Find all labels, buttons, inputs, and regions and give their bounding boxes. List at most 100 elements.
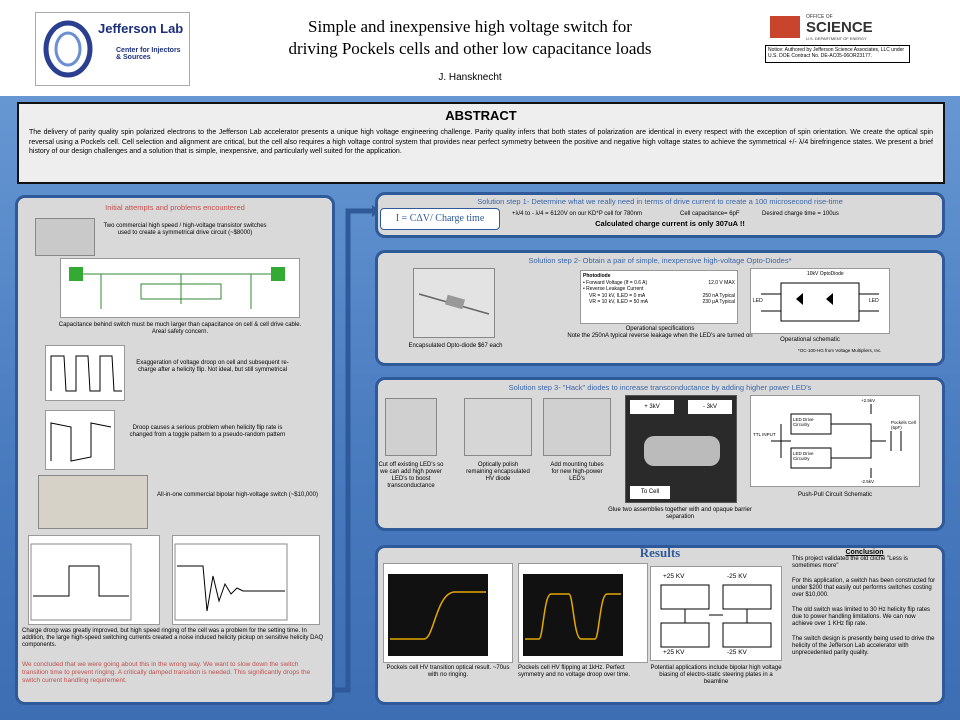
caption: Push-Pull Circuit Schematic — [797, 492, 873, 498]
schematic-drawing — [761, 282, 879, 322]
spec-row: VR = 10 kV, ILED = 50 mA 230 μA Typical — [583, 299, 735, 306]
caption: Pockels cell HV transition optical resul… — [386, 665, 510, 678]
step3-heading: Solution step 3- "Hack" diodes to increa… — [508, 383, 812, 392]
spec-cell: VR = 10 kV, ILED = 0 mA — [589, 292, 646, 299]
spec-cell: 250 nA Typical — [702, 292, 735, 299]
title: Simple and inexpensive high voltage swit… — [230, 16, 710, 60]
schematic-drawing — [771, 404, 902, 478]
diagram-label: +25 KV — [663, 573, 685, 580]
diode-photo — [543, 398, 611, 456]
schematic-label: +2.5kV — [861, 398, 876, 403]
pushpull-schematic: +2.5kV -2.5kV TTL INPUT LED Drive Circui… — [750, 395, 920, 487]
conclusion-text: The switch design is presently being use… — [792, 636, 935, 656]
diagram-label: +25 KV — [663, 649, 685, 656]
abstract-text: The delivery of parity quality spin pola… — [29, 129, 933, 155]
initial-conclusion: We concluded that we were going about th… — [22, 661, 311, 684]
assembly-photo: + 3kV - 3kV To Cell — [625, 395, 737, 503]
caption: Charge droop was greatly improved, but h… — [22, 628, 324, 648]
photo-label: To Cell — [630, 486, 670, 499]
application-diagram: +25 KV -25 KV +25 KV -25 KV — [650, 566, 782, 661]
schematic-label: LED Drive Circuitry — [793, 451, 814, 461]
transistor-photo — [35, 218, 95, 256]
spec-row: • Forward Voltage (If = 0.6 A) 12.0 V MAX — [583, 280, 735, 287]
abstract-heading: ABSTRACT — [445, 108, 517, 123]
schematic-label: LED Drive Circuitry — [793, 417, 814, 427]
assembly — [644, 436, 720, 466]
doe-office: OFFICE OF — [806, 14, 833, 20]
opto-schematic: 10kV OptoDiode LED LED — [750, 268, 890, 334]
caption: Encapsulated Opto-diode $67 each — [408, 343, 503, 349]
wires — [83, 273, 271, 309]
photo-label: - 3kV — [688, 400, 732, 414]
fact: Desired charge time = 100us — [762, 211, 839, 217]
conclusion-text: This project validated the old cliché "L… — [792, 556, 908, 569]
spec-cell: VR = 10 kV, ILED = 50 mA — [589, 299, 649, 305]
logo-name: Jefferson Lab — [98, 21, 184, 36]
diode-drawing — [418, 293, 490, 315]
caption-line: Operational specifications — [625, 326, 695, 332]
caption-line: Note the 250nA typical reverse leakage w… — [567, 333, 753, 339]
notice: Notice: Authored by Jefferson Science As… — [765, 45, 910, 63]
waveform — [390, 591, 486, 640]
step1-result: Calculated charge current is only 307uA … — [595, 219, 745, 228]
schematic-label: TTL INPUT — [753, 432, 776, 437]
spec-table: Photodiode • Forward Voltage (If = 0.6 A… — [580, 270, 738, 324]
doe-icon — [770, 16, 800, 38]
scope-trace — [45, 345, 125, 401]
caption: Two commercial high speed / high-voltage… — [103, 223, 267, 236]
caption: Optically polish remaining encapsulated … — [466, 462, 530, 482]
conclusion-heading: Conclusion — [845, 549, 884, 556]
diode-photo — [464, 398, 532, 456]
schematic-label: 10kV OptoDiode — [807, 271, 844, 277]
switch — [271, 267, 285, 281]
caption: Exaggeration of voltage droop on cell an… — [136, 360, 289, 373]
scope-screenshot — [172, 535, 320, 625]
arrow-line — [335, 208, 372, 693]
logo-icon — [43, 20, 93, 78]
step2-heading: Solution step 2- Obtain a pair of simple… — [528, 256, 792, 265]
scope-screenshot — [518, 563, 648, 663]
photo-label: + 3kV — [630, 400, 674, 414]
schematic-label: -2.5kV — [861, 479, 875, 484]
waveform — [525, 593, 621, 640]
spec-cell: Photodiode — [583, 273, 611, 279]
caption: Cut off existing LED's so we can add hig… — [378, 462, 444, 489]
conclusion: Conclusion This project validated the ol… — [792, 549, 937, 657]
instrument-photo — [38, 475, 148, 529]
spec-row: VR = 10 kV, ILED = 0 mA 250 nA Typical — [583, 293, 735, 300]
fact: Cell capacitance= 6pF — [680, 211, 740, 217]
spec-cell: • Reverse Leakage Current — [583, 286, 644, 292]
abstract-box: ABSTRACT The delivery of parity quality … — [17, 102, 945, 184]
optodiode-photo — [413, 268, 495, 338]
scope-screenshot — [383, 563, 513, 663]
scope-screenshot — [28, 535, 160, 625]
caption: Add mounting tubes for new high-power LE… — [550, 462, 604, 482]
caption: All-in-one commercial bipolar high-volta… — [157, 492, 318, 498]
conclusion-text: The old switch was limited to 30 Hz heli… — [792, 607, 931, 627]
caption: Pockels cell HV flipping at 1kHz. Perfec… — [518, 665, 631, 678]
waveform — [50, 422, 112, 462]
title-line: Simple and inexpensive high voltage swit… — [308, 17, 632, 36]
circuit-schematic — [60, 258, 300, 318]
results-heading: Results — [639, 545, 681, 560]
caption: Glue two assemblies together with and op… — [608, 507, 752, 520]
doe-logo: OFFICE OF SCIENCE U.S. DEPARTMENT OF ENE… — [770, 14, 910, 42]
waveform — [50, 355, 122, 392]
caption: Capacitance behind switch must be much l… — [58, 322, 302, 335]
diode-photo — [385, 398, 437, 456]
diagram-drawing — [660, 584, 772, 648]
diagram-label: -25 KV — [727, 649, 747, 656]
fact: +λ/4 to - λ/4 = 6120V on our KD*P cell f… — [512, 211, 642, 217]
step1-heading: Solution step 1- Determine what we reall… — [477, 197, 843, 206]
schematic-label: LED — [869, 298, 879, 304]
schematic-label: LED — [753, 298, 763, 304]
logo-subtitle: Center for Injectors & Sources — [116, 47, 181, 61]
caption: Operational specifications Note the 250n… — [565, 326, 755, 340]
title-line: driving Pockels cells and other low capa… — [288, 39, 652, 58]
conclusion-text: For this application, a switch has been … — [792, 578, 936, 598]
formula: I = CΔV/ Charge time — [380, 208, 500, 230]
footnote: *OC-100-HG from Voltage Multipliers, Inc… — [798, 348, 882, 353]
switch — [69, 267, 83, 281]
caption: Operational schematic — [780, 337, 840, 343]
caption: Droop causes a serious problem when heli… — [129, 425, 286, 438]
